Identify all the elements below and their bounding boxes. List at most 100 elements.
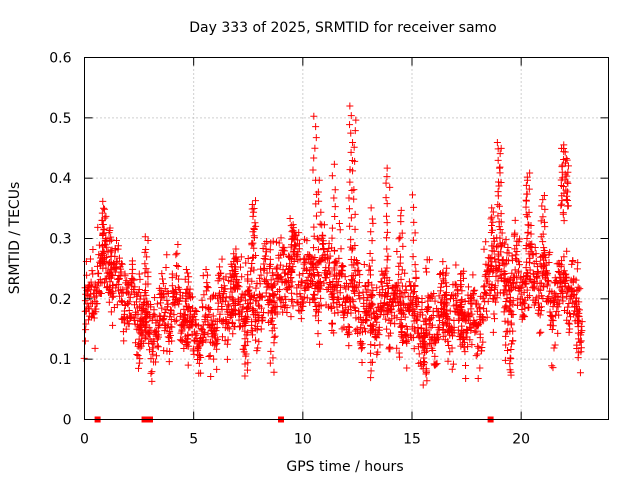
- data-point: [562, 154, 570, 162]
- data-point: [573, 311, 581, 319]
- data-point: [205, 352, 213, 360]
- data-point: [266, 265, 274, 273]
- data-point: [368, 237, 376, 245]
- y-tick-label: 0.2: [49, 292, 71, 308]
- data-point: [231, 268, 239, 276]
- data-point: [514, 269, 522, 277]
- data-point: [231, 255, 239, 263]
- data-point: [316, 278, 324, 286]
- data-point: [452, 261, 460, 269]
- data-point: [508, 269, 516, 277]
- data-point: [122, 325, 130, 333]
- data-point: [415, 350, 423, 358]
- data-point: [479, 338, 487, 346]
- data-point: [532, 250, 540, 258]
- data-point: [109, 321, 117, 329]
- data-point: [202, 287, 210, 295]
- data-point: [309, 277, 317, 285]
- data-point: [319, 232, 327, 240]
- data-point: [367, 228, 375, 236]
- data-point: [357, 323, 365, 331]
- data-point: [200, 331, 208, 339]
- data-point: [574, 259, 582, 267]
- data-point: [357, 345, 365, 353]
- data-point: [490, 295, 498, 303]
- data-point: [345, 205, 353, 213]
- data-point: [471, 286, 479, 294]
- data-point: [154, 343, 162, 351]
- data-point: [168, 282, 176, 290]
- data-point: [476, 304, 484, 312]
- data-point: [212, 327, 220, 335]
- data-point: [545, 278, 553, 286]
- data-point: [135, 270, 143, 278]
- data-point: [494, 265, 502, 273]
- data-point: [506, 306, 514, 314]
- data-point: [266, 359, 274, 367]
- data-point: [128, 257, 136, 265]
- data-point: [495, 223, 503, 231]
- data-point: [216, 263, 224, 271]
- data-point: [420, 337, 428, 345]
- data-point: [491, 315, 499, 323]
- axis-ticks: [84, 57, 609, 420]
- data-point: [568, 260, 576, 268]
- data-point: [407, 332, 415, 340]
- data-point: [317, 294, 325, 302]
- data-point: [115, 254, 123, 262]
- data-point: [522, 264, 530, 272]
- data-point: [196, 342, 204, 350]
- data-point: [335, 219, 343, 227]
- data-point: [252, 251, 260, 259]
- data-point: [192, 331, 200, 339]
- data-point: [317, 208, 325, 216]
- data-point: [441, 329, 449, 337]
- data-point: [458, 296, 466, 304]
- data-point: [168, 274, 176, 282]
- data-point: [250, 306, 258, 314]
- data-point: [506, 293, 514, 301]
- data-point: [525, 303, 533, 311]
- data-point: [502, 332, 510, 340]
- data-point: [96, 276, 104, 284]
- data-point: [258, 293, 266, 301]
- data-point: [356, 271, 364, 279]
- data-point: [331, 186, 339, 194]
- data-point: [117, 265, 125, 273]
- data-point: [397, 297, 405, 305]
- data-point: [490, 247, 498, 255]
- data-point: [159, 275, 167, 283]
- data-point: [100, 279, 108, 287]
- data-point: [572, 294, 580, 302]
- data-point: [478, 347, 486, 355]
- data-point: [172, 251, 180, 259]
- data-point: [368, 281, 376, 289]
- data-point: [384, 282, 392, 290]
- data-point: [563, 192, 571, 200]
- data-point: [522, 181, 530, 189]
- data-point: [539, 213, 547, 221]
- data-point: [175, 285, 183, 293]
- data-point: [539, 196, 547, 204]
- data-point: [376, 341, 384, 349]
- data-point: [330, 266, 338, 274]
- data-point: [564, 303, 572, 311]
- data-point: [215, 274, 223, 282]
- data-point: [99, 247, 107, 255]
- data-point: [439, 275, 447, 283]
- data-point: [496, 225, 504, 233]
- data-point: [507, 355, 515, 363]
- data-point: [242, 259, 250, 267]
- data-point: [384, 308, 392, 316]
- data-point: [216, 270, 224, 278]
- data-point: [138, 301, 146, 309]
- data-point: [351, 225, 359, 233]
- data-point: [322, 274, 330, 282]
- data-point: [208, 293, 216, 301]
- data-point: [252, 197, 260, 205]
- data-point: [262, 248, 270, 256]
- data-point: [386, 329, 394, 337]
- data-point: [257, 325, 265, 333]
- data-point: [494, 156, 502, 164]
- data-point: [398, 266, 406, 274]
